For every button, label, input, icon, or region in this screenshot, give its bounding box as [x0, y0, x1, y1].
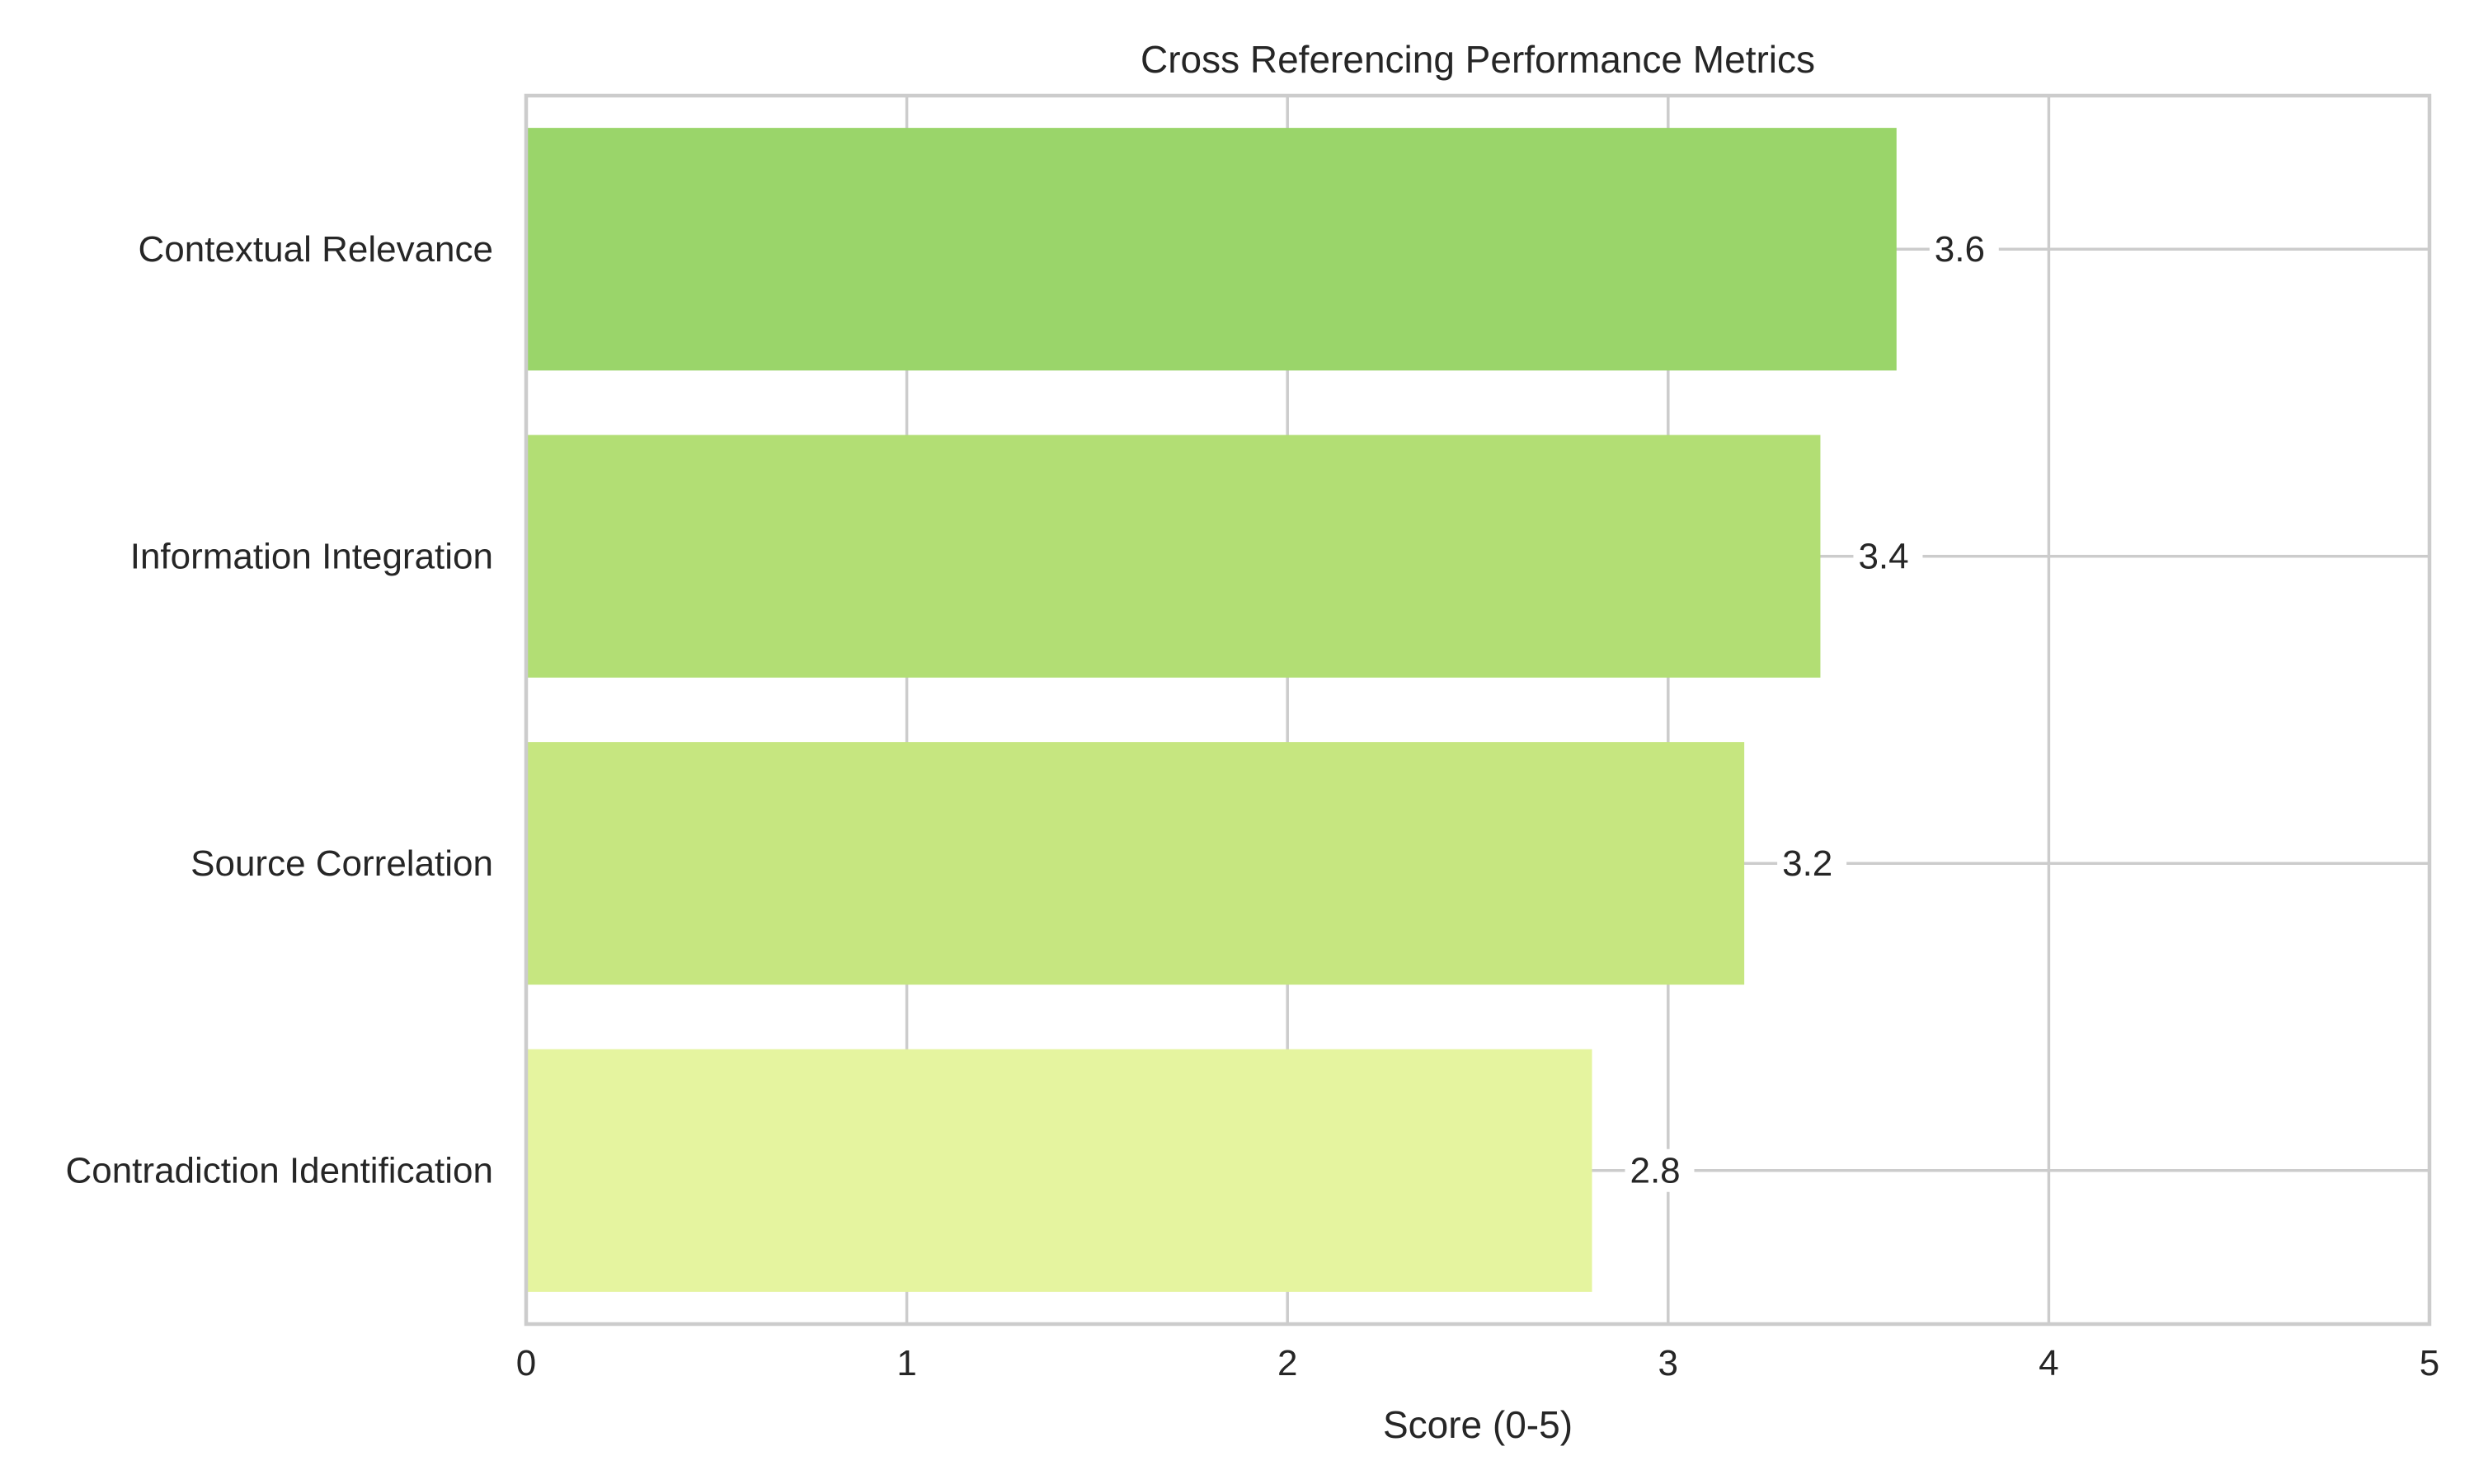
bars	[526, 128, 1897, 1292]
y-tick-label: Source Correlation	[190, 843, 493, 884]
value-label: 3.2	[1782, 843, 1832, 884]
plot-frame	[524, 93, 2432, 1327]
bar	[526, 434, 1821, 678]
bar	[526, 1049, 1592, 1292]
y-axis-tick-labels: Contextual Relevance Information Integrat…	[65, 229, 493, 1191]
bar	[526, 742, 1745, 985]
x-axis-tick-labels: 0 1 2 3 4 5	[516, 1343, 2439, 1383]
value-label-background	[1929, 228, 1999, 271]
bar	[526, 128, 1897, 371]
value-label-background	[1777, 842, 1847, 885]
value-label-background	[1853, 534, 1923, 578]
y-tick-label: Contextual Relevance	[139, 229, 493, 270]
y-tick-label: Information Integration	[130, 536, 493, 576]
x-tick-label: 1	[896, 1343, 916, 1383]
x-tick-label: 0	[516, 1343, 536, 1383]
value-label-background	[1625, 1148, 1695, 1192]
value-label: 3.4	[1858, 536, 1908, 576]
value-label: 3.6	[1935, 229, 1985, 270]
value-label: 2.8	[1630, 1150, 1680, 1190]
x-axis-label: Score (0-5)	[1383, 1403, 1573, 1446]
chart-title: Cross Referencing Performance Metrics	[1141, 38, 1815, 81]
y-tick-label: Contradiction Identification	[65, 1150, 493, 1190]
x-tick-label: 3	[1658, 1343, 1678, 1383]
x-tick-label: 5	[2420, 1343, 2439, 1383]
value-labels: 3.6 3.4 3.2 2.8	[1625, 228, 1999, 1192]
x-tick-label: 2	[1277, 1343, 1297, 1383]
x-tick-label: 4	[2039, 1343, 2058, 1383]
